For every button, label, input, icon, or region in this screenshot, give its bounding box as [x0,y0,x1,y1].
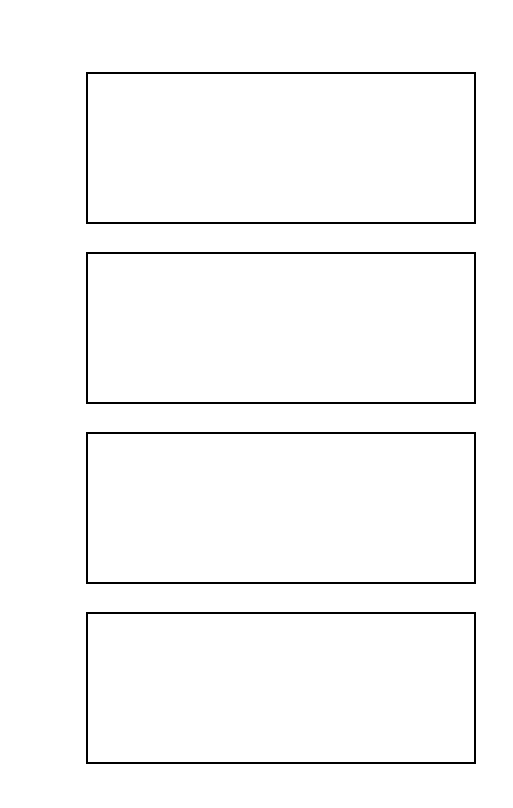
panel-fw [86,72,476,224]
page [0,0,513,808]
page-title [0,0,513,24]
plot-gain [88,254,474,402]
charts-container [56,62,476,782]
panel-rn [86,612,476,764]
panel-dr [86,432,476,584]
panel-gain [86,252,476,404]
plot-dr [88,434,474,582]
plot-rn [88,614,474,762]
plot-fw [88,74,474,222]
